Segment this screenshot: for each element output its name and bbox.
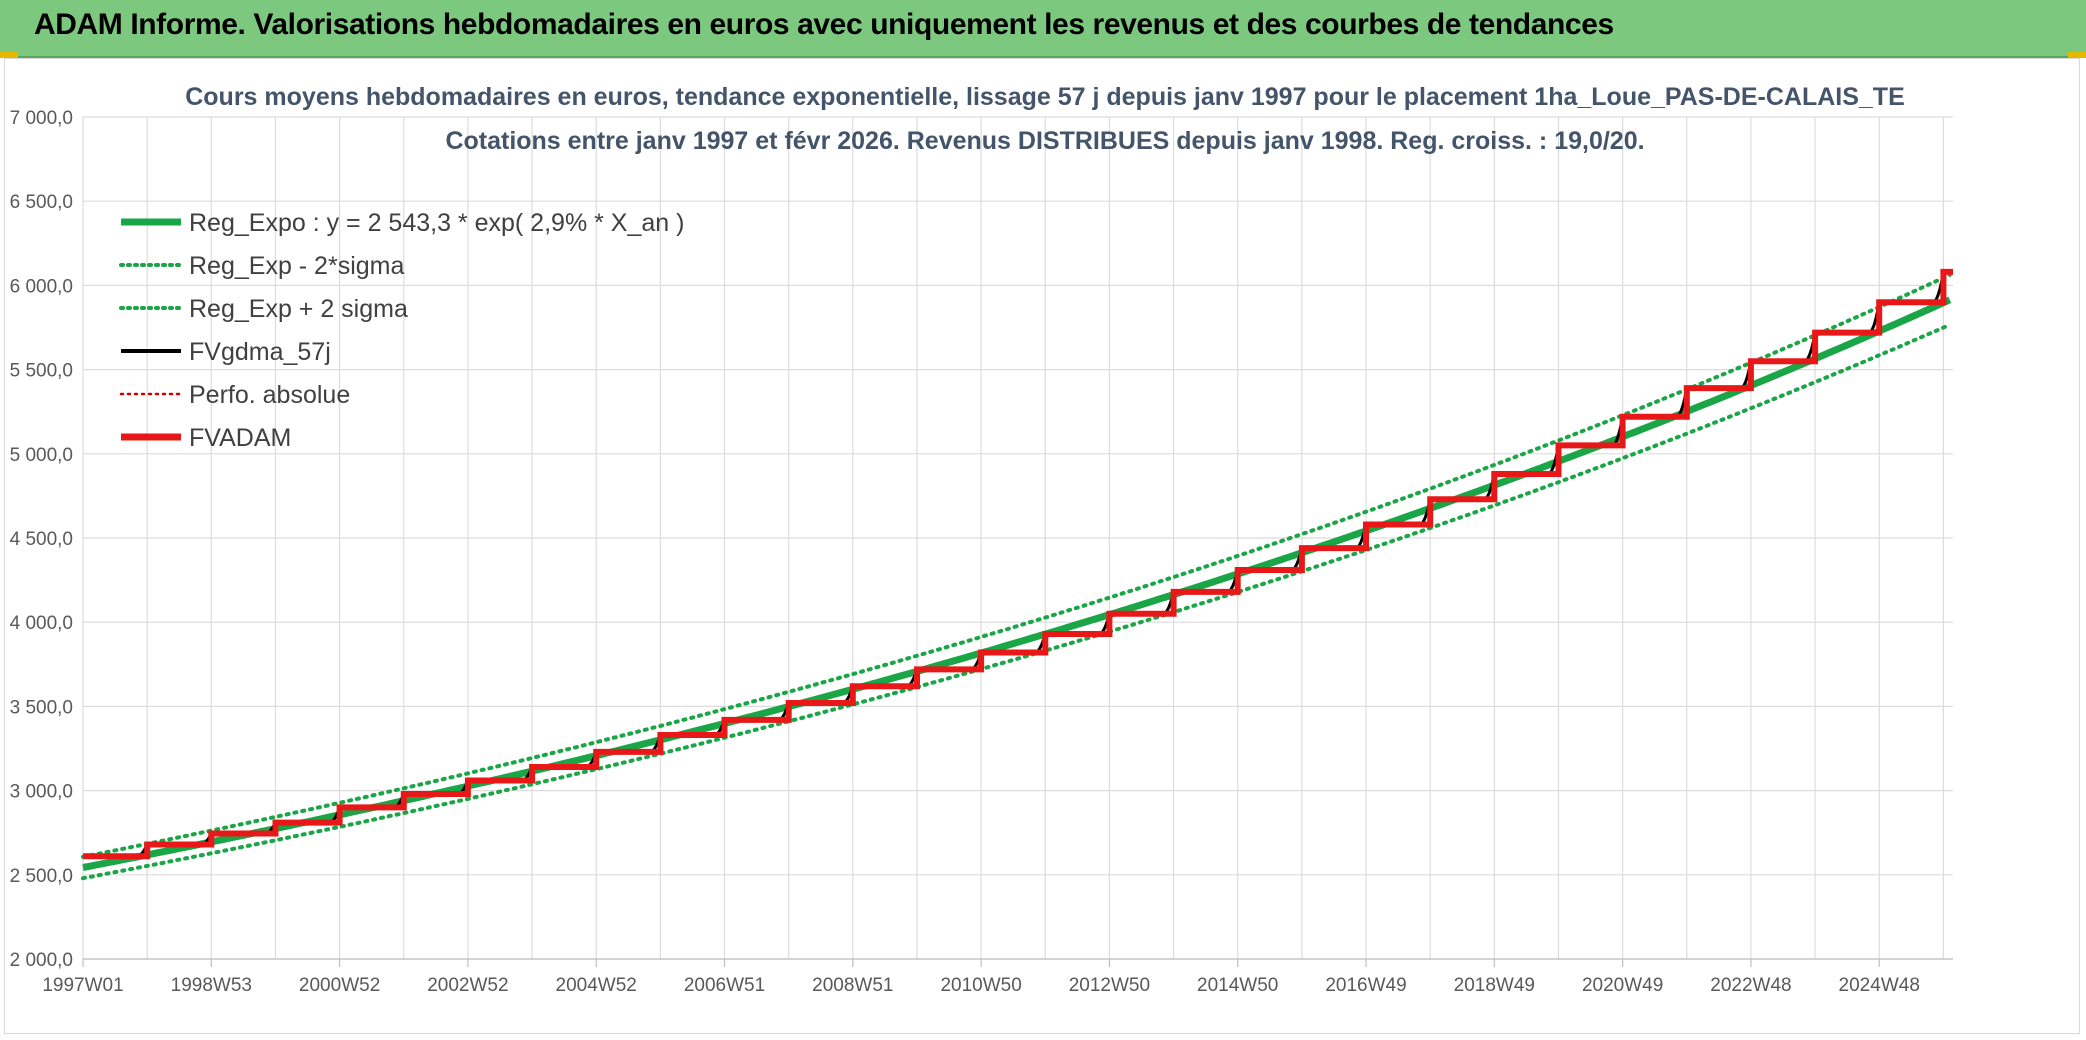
legend: Reg_Expo : y = 2 543,3 * exp( 2,9% * X_a… bbox=[119, 209, 684, 452]
x-tick-label: 2020W49 bbox=[1582, 975, 1663, 996]
x-tick-label: 1998W53 bbox=[171, 975, 252, 996]
series-reg-expo bbox=[82, 296, 1952, 871]
legend-label: FVADAM bbox=[189, 424, 291, 452]
legend-label: Reg_Exp - 2*sigma bbox=[189, 252, 404, 280]
x-tick-label: 2012W50 bbox=[1069, 975, 1150, 996]
series-perfo-absolue bbox=[83, 270, 1953, 858]
y-tick-label: 2 000,0 bbox=[10, 950, 73, 971]
x-tick-label: 2024W48 bbox=[1839, 975, 1920, 996]
series-fvadam bbox=[83, 268, 1953, 860]
y-tick-label: 6 500,0 bbox=[10, 192, 73, 213]
y-tick-label: 5 500,0 bbox=[10, 361, 73, 382]
series-reg-exp-minus-2sigma bbox=[81, 322, 1952, 881]
legend-label: FVgdma_57j bbox=[189, 338, 331, 366]
y-tick-label: 7 000,0 bbox=[10, 108, 73, 129]
series-fvgdma-57j bbox=[84, 270, 1953, 858]
grid-layer bbox=[82, 116, 1953, 960]
header-bar: ADAM Informe. Valorisations hebdomadaire… bbox=[0, 0, 2086, 58]
y-tick-label: 3 500,0 bbox=[10, 697, 73, 718]
legend-label: Reg_Exp + 2 sigma bbox=[189, 295, 408, 323]
x-tick-label: 2004W52 bbox=[556, 975, 637, 996]
x-tick-label: 2014W50 bbox=[1197, 975, 1278, 996]
corner-mark-left bbox=[0, 52, 18, 58]
y-tick-label: 3 000,0 bbox=[10, 782, 73, 803]
x-tick-label: 2022W48 bbox=[1710, 975, 1791, 996]
corner-mark-right bbox=[2068, 52, 2086, 58]
chart-title: Cours moyens hebdomadaires en euros, ten… bbox=[185, 83, 1905, 111]
y-tick-label: 4 500,0 bbox=[10, 529, 73, 550]
x-tick-label: 2016W49 bbox=[1325, 975, 1406, 996]
y-tick-label: 6 000,0 bbox=[10, 276, 73, 297]
legend-label: Perfo. absolue bbox=[189, 381, 350, 409]
chart-subtitle: Cotations entre janv 1997 et févr 2026. … bbox=[445, 127, 1644, 155]
x-tick-label: 2010W50 bbox=[940, 975, 1021, 996]
y-tick-label: 5 000,0 bbox=[10, 445, 73, 466]
x-tick-label: 2008W51 bbox=[812, 975, 893, 996]
x-tick-label: 2000W52 bbox=[299, 975, 380, 996]
axis-layer: 2 000,0 2 500,0 3 000,0 3 500,0 4 000,0 4 500… bbox=[10, 108, 1953, 996]
x-tick-label: 2018W49 bbox=[1454, 975, 1535, 996]
x-tick-label: 1997W01 bbox=[42, 975, 123, 996]
series-reg-exp-plus-2sigma bbox=[81, 272, 1952, 859]
y-tick-label: 4 000,0 bbox=[10, 613, 73, 634]
legend-label: Reg_Expo : y = 2 543,3 * exp( 2,9% * X_a… bbox=[189, 209, 684, 237]
series-layer bbox=[81, 268, 1953, 881]
y-tick-label: 2 500,0 bbox=[10, 866, 73, 887]
x-tick-label: 2006W51 bbox=[684, 975, 765, 996]
x-tick-label: 2002W52 bbox=[427, 975, 508, 996]
chart-frame: 2 000,0 2 500,0 3 000,0 3 500,0 4 000,0 4 500… bbox=[4, 58, 2080, 1034]
page-title: ADAM Informe. Valorisations hebdomadaire… bbox=[34, 8, 1614, 41]
line-chart: 2 000,0 2 500,0 3 000,0 3 500,0 4 000,0 4 500… bbox=[10, 83, 1953, 996]
